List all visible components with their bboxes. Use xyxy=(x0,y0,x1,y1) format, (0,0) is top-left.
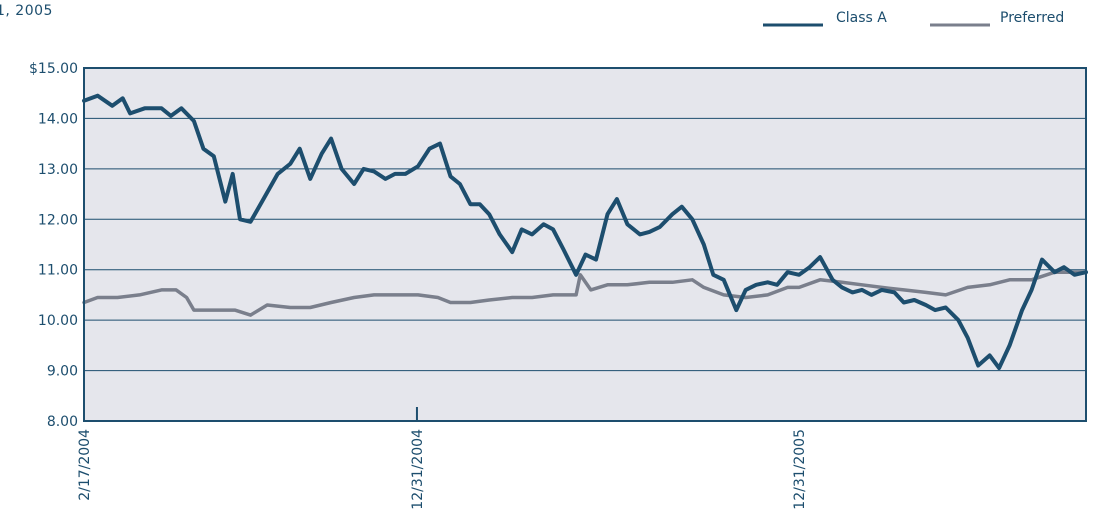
y-tick-label: 8.00 xyxy=(47,414,78,430)
series-line-preferred xyxy=(82,270,1088,317)
series-line-class-a xyxy=(82,93,1088,370)
x-tick-label: 2/17/2004 xyxy=(77,429,93,501)
y-tick-label: 14.00 xyxy=(38,111,78,127)
y-tick-label: 10.00 xyxy=(38,313,78,329)
plot-frame xyxy=(83,67,1087,422)
y-tick-label: 12.00 xyxy=(38,212,78,228)
y-tick-label: 9.00 xyxy=(47,364,78,380)
legend-label-preferred: Preferred xyxy=(1000,10,1064,26)
plot-area xyxy=(84,68,1086,421)
series-layer xyxy=(82,93,1088,370)
grid-lines xyxy=(84,117,1086,372)
y-tick-label: 11.00 xyxy=(38,263,78,279)
x-axis: 2/17/2004 12/31/2004 12/31/2005 xyxy=(77,407,808,510)
legend-label-class-a: Class A xyxy=(836,10,887,26)
x-tick-label: 12/31/2005 xyxy=(792,429,808,510)
legend: Class A Preferred xyxy=(763,10,1064,27)
y-axis: $15.00 14.00 13.00 12.00 11.00 10.00 9.00 8.00 xyxy=(29,61,78,430)
y-tick-label: $15.00 xyxy=(29,61,78,77)
x-tick-label: 12/31/2004 xyxy=(410,429,426,510)
y-tick-label: 13.00 xyxy=(38,162,78,178)
corner-text: 1, 2005 xyxy=(0,3,53,19)
